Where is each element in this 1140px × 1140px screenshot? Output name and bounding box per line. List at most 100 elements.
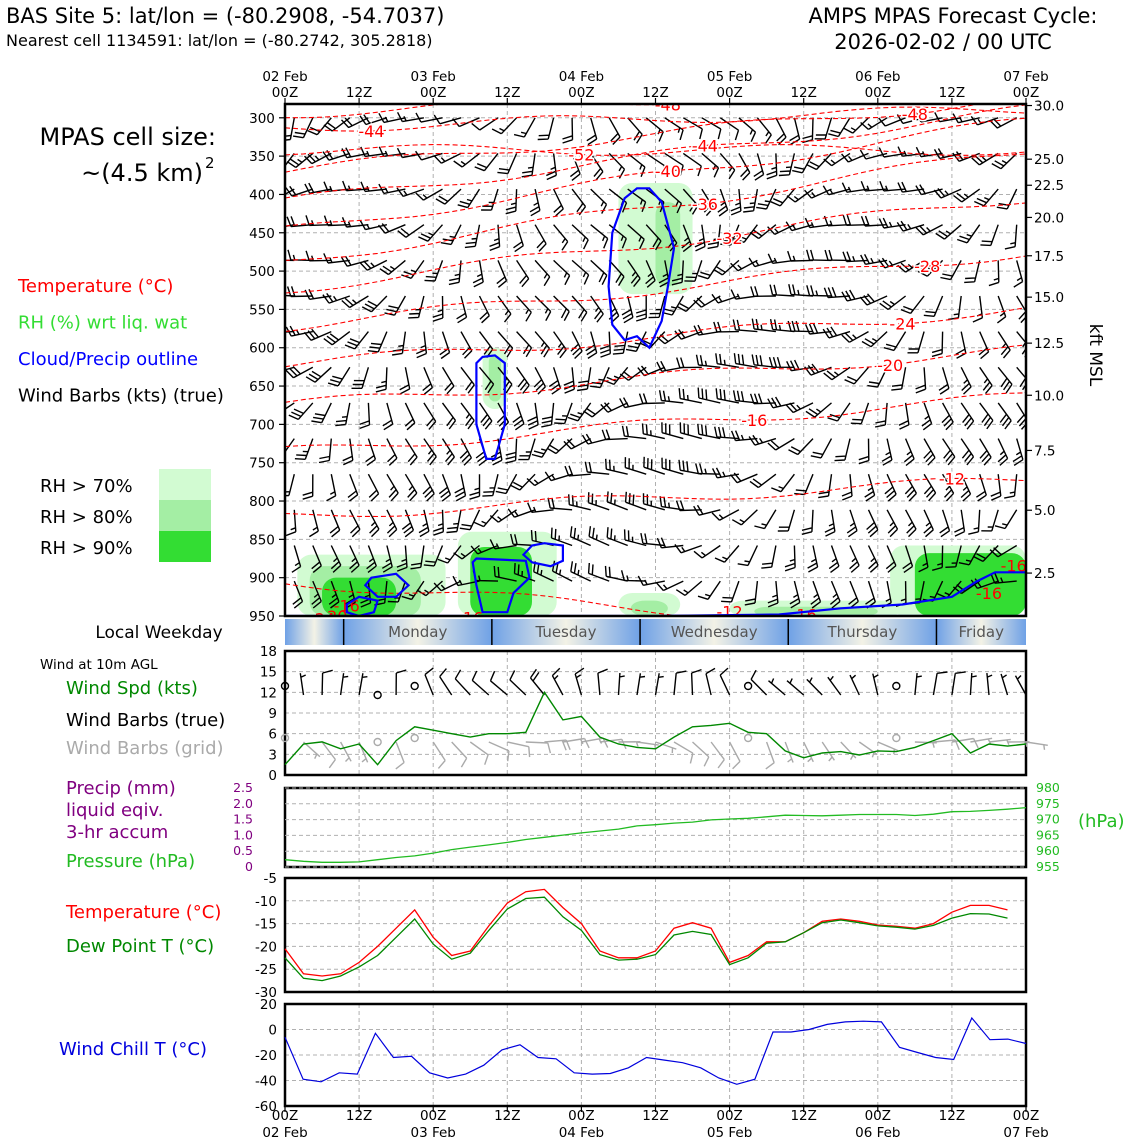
wind-barb xyxy=(744,581,759,606)
top-hour-label-6: 00Z xyxy=(716,85,742,101)
wind-barb xyxy=(601,429,628,441)
wind-barb xyxy=(446,509,462,534)
wind-barb xyxy=(879,180,906,192)
wind-barb xyxy=(453,152,480,168)
wind-barb xyxy=(459,438,473,466)
wind-barb xyxy=(730,289,758,300)
wind-barb xyxy=(340,117,369,129)
rh-legend: RH > 70% RH > 80% RH > 90% xyxy=(40,469,211,562)
grid-barb xyxy=(914,741,937,748)
wind-barb xyxy=(311,402,332,424)
wind-barb xyxy=(286,152,314,168)
wind-barb xyxy=(827,402,851,422)
legend-item-0: Temperature (°C) xyxy=(17,276,173,297)
temperature-contours: -44-48-52-48-44-40-36-32-28-24-20-16-12-… xyxy=(285,104,1026,616)
wind-barb xyxy=(788,284,814,297)
tdew-ytick-label-3: -15 xyxy=(255,917,277,933)
temp-contour-label-3: -48 xyxy=(902,105,928,124)
bottom-hour-label-10: 00Z xyxy=(1013,1108,1039,1124)
precip-tick-label-4: 2.0 xyxy=(233,796,253,811)
true-barb xyxy=(489,670,508,696)
wind-barb xyxy=(713,259,740,276)
precip-frame xyxy=(283,786,1028,869)
bottom-date-label-8: 06 Feb xyxy=(855,1125,900,1140)
wind-barb xyxy=(697,580,721,600)
wind-barbs-true-label: Wind Barbs (true) xyxy=(66,710,225,731)
wind-barb xyxy=(587,492,610,511)
pressure-tick-label-13: 950 xyxy=(249,609,275,625)
wind-barb xyxy=(806,249,832,262)
wind-barb xyxy=(684,260,703,282)
bottom-date-label-10: 07 Feb xyxy=(1003,1125,1048,1140)
wind-barb xyxy=(1013,260,1024,288)
wind-barb xyxy=(682,117,703,140)
wind-barb xyxy=(955,331,967,359)
wind-barb xyxy=(952,113,980,124)
wind-barb xyxy=(903,438,915,467)
wind-barb xyxy=(439,331,451,360)
pressure-tick-label-7: 650 xyxy=(249,379,275,395)
wind-barb xyxy=(326,474,337,502)
cell-size-value: ~(4.5 km) xyxy=(81,159,203,187)
wind-barb xyxy=(674,329,703,340)
temp-contour-label-10: -20 xyxy=(877,356,903,375)
wind-barb xyxy=(416,331,428,359)
true-barb xyxy=(529,668,545,696)
wind-barb xyxy=(748,434,777,446)
wind-barb xyxy=(381,545,393,573)
wind-barb xyxy=(603,366,629,386)
temp-contour-label-2: -52 xyxy=(568,146,594,165)
wind-barb xyxy=(453,544,480,560)
wind-barb xyxy=(456,295,468,324)
true-barb xyxy=(321,669,333,696)
wind-barb xyxy=(900,295,925,315)
wind-barb xyxy=(621,295,634,324)
wind-barb xyxy=(550,527,573,547)
wind-barb xyxy=(806,152,833,171)
true-barb xyxy=(750,669,768,696)
wind-barb xyxy=(834,438,851,462)
true-barb xyxy=(574,667,585,696)
pressure-line xyxy=(284,806,1027,863)
wind-barb xyxy=(1016,331,1026,358)
wind-barb xyxy=(606,491,628,511)
height-tick-label-7: 10.0 xyxy=(1034,388,1064,404)
true-barb xyxy=(1000,673,1009,696)
wind-barb xyxy=(859,149,888,160)
wind-barb xyxy=(460,331,473,359)
wind-barb xyxy=(934,112,962,123)
wind-barb xyxy=(678,459,702,475)
wind-barb xyxy=(678,388,702,404)
wind-barb xyxy=(605,458,628,475)
wind-barb xyxy=(770,188,795,207)
wind-barb xyxy=(823,366,851,381)
wind-barb xyxy=(473,509,499,528)
wind-barb xyxy=(756,188,777,210)
wind-barb xyxy=(805,402,832,418)
wind-barb xyxy=(564,465,591,477)
true-barb xyxy=(806,677,823,696)
true-barb xyxy=(719,667,731,696)
grid-barb xyxy=(321,741,336,769)
wind-barb xyxy=(1004,474,1018,499)
top-date-label-0: 02 Feb xyxy=(262,69,307,85)
wind-barb xyxy=(693,504,721,516)
wind-barb xyxy=(553,331,567,359)
top-hour-label-3: 12Z xyxy=(494,85,520,101)
wind-barb xyxy=(516,260,530,288)
wind-barb xyxy=(802,117,814,144)
wind-barb xyxy=(841,474,853,501)
wind-barb xyxy=(294,438,314,460)
pressure-tick-label-9: 750 xyxy=(249,456,275,472)
wind-barb xyxy=(664,188,683,214)
precip-tick-label-0: 0 xyxy=(245,859,253,874)
true-barb xyxy=(636,673,646,696)
wind-barb xyxy=(645,224,662,251)
wind-barb xyxy=(415,112,443,123)
wind-barb xyxy=(292,580,304,609)
wind-barb xyxy=(980,224,999,247)
pressure-tick-label-8: 700 xyxy=(249,417,275,433)
temp-contour-2 xyxy=(285,144,1026,156)
wind-barb xyxy=(489,509,517,523)
wind-barb xyxy=(841,152,869,163)
